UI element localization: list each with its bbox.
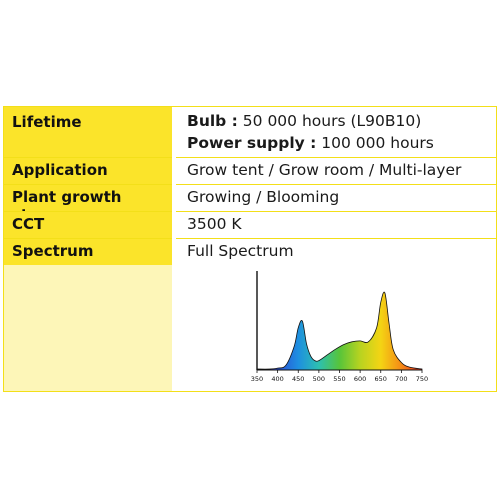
x-tick-label: 550: [333, 375, 345, 383]
label-application: Application: [4, 158, 172, 184]
spectrum-value: Full Spectrum: [187, 242, 294, 260]
spectrum-chart: 350 400 450 500 550 600 650 700 750: [251, 271, 428, 383]
lifetime-bulb-line: Bulb : 50 000 hours (L90B10): [187, 112, 421, 130]
application-value: Grow tent / Grow room / Multi-layer: [187, 161, 462, 179]
cct-value: 3500 K: [187, 215, 242, 233]
x-tick-label: 450: [292, 375, 304, 383]
label-text: Spectrum: [12, 242, 94, 260]
row-plant-growth-stage: Plant growth stage Growing / Blooming: [4, 185, 496, 224]
value-plant-growth-stage: Growing / Blooming: [176, 185, 496, 211]
spectrum-label-pale-area: [4, 265, 172, 391]
row-application: Application Grow tent / Grow room / Mult…: [4, 158, 496, 184]
row-spectrum: Spectrum Full Spectrum: [4, 239, 496, 265]
label-spectrum: Spectrum: [4, 239, 172, 265]
value-cct: 3500 K: [176, 212, 496, 238]
label-lifetime: Lifetime: [4, 107, 172, 157]
x-tick-label: 350: [251, 375, 263, 383]
spectrum-area: [256, 291, 423, 371]
label-text: Lifetime: [12, 113, 82, 131]
row-lifetime: Lifetime Bulb : 50 000 hours (L90B10) Po…: [4, 107, 496, 157]
value-lifetime: Bulb : 50 000 hours (L90B10) Power suppl…: [176, 107, 496, 157]
x-tick-label: 600: [354, 375, 366, 383]
x-tick-label: 750: [416, 375, 428, 383]
x-tick-label: 500: [313, 375, 325, 383]
x-tick-label: 700: [395, 375, 407, 383]
x-tick-label: 650: [375, 375, 387, 383]
value-spectrum: Full Spectrum: [176, 239, 496, 265]
x-tick-label: 400: [271, 375, 283, 383]
label-cct: CCT: [4, 212, 172, 238]
lifetime-power-supply-line: Power supply : 100 000 hours: [187, 134, 434, 152]
value-application: Grow tent / Grow room / Multi-layer: [176, 158, 496, 184]
spec-table: Lifetime Bulb : 50 000 hours (L90B10) Po…: [3, 106, 497, 392]
power-supply-label: Power supply :: [187, 134, 317, 152]
row-cct: CCT 3500 K: [4, 212, 496, 238]
power-supply-value: 100 000 hours: [321, 134, 434, 152]
label-plant-growth-stage: Plant growth stage: [4, 185, 172, 224]
label-text: CCT: [12, 215, 45, 233]
bulb-value: 50 000 hours (L90B10): [242, 112, 422, 130]
bulb-label: Bulb :: [187, 112, 238, 130]
label-text: Application: [12, 161, 108, 179]
plant-growth-stage-value: Growing / Blooming: [187, 188, 340, 206]
